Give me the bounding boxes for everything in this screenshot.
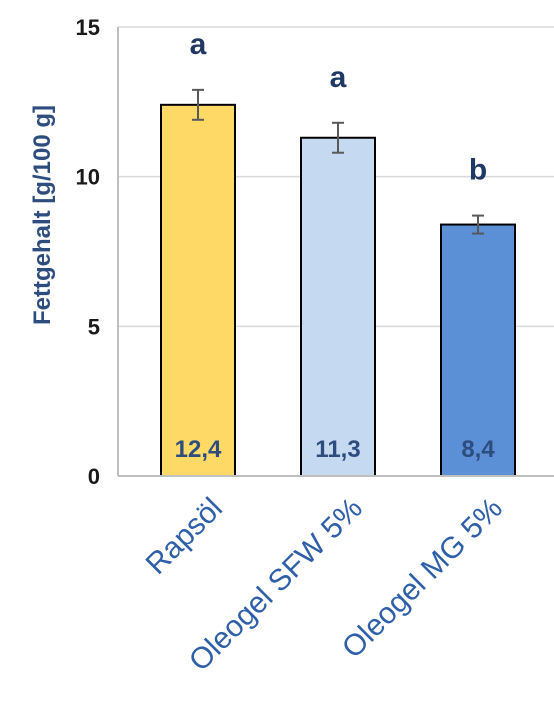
value-label-2: 8,4	[461, 436, 495, 463]
error-bar-1	[332, 121, 344, 154]
y-axis-title: Fettgehalt [g/100 g]	[29, 105, 56, 325]
bars	[160, 103, 516, 478]
significance-letters: a a b	[190, 28, 488, 187]
significance-letter-2: b	[469, 154, 487, 187]
error-bar-2	[472, 214, 484, 235]
significance-letter-1: a	[330, 61, 347, 94]
bar-0	[160, 103, 236, 478]
bar-2	[440, 223, 516, 477]
y-tick-label-5: 5	[88, 314, 100, 339]
value-label-0: 12,4	[175, 436, 222, 463]
error-bars	[192, 88, 484, 235]
y-tick-label-15: 15	[76, 15, 100, 40]
y-tick-labels: 0 5 10 15	[76, 15, 100, 489]
category-label-0: Rapsöl	[140, 492, 229, 581]
value-label-1: 11,3	[315, 436, 360, 463]
y-tick-label-10: 10	[76, 165, 100, 190]
error-bar-0	[192, 88, 204, 121]
significance-letter-0: a	[190, 28, 207, 61]
value-labels: 12,4 11,3 8,4	[175, 436, 496, 463]
y-tick-label-0: 0	[88, 464, 100, 489]
bar-1	[300, 136, 376, 477]
